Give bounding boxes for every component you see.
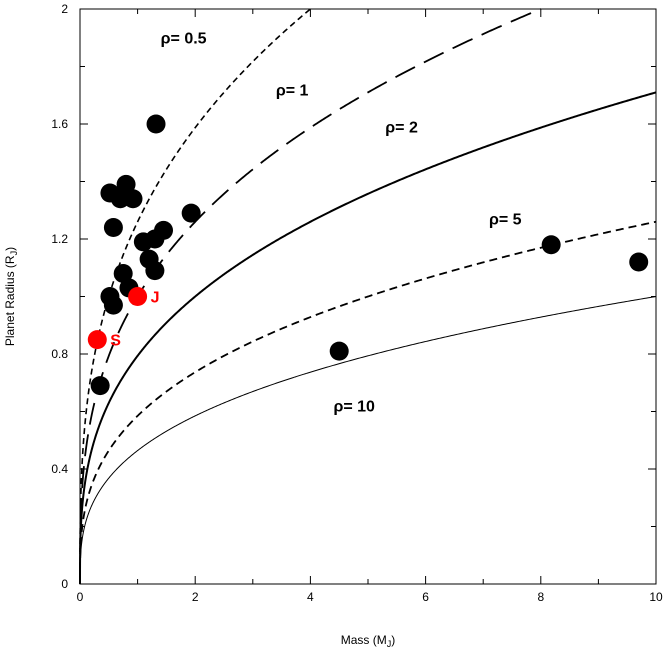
x-tick-label: 8 (537, 590, 544, 604)
exoplanet-point (145, 261, 165, 281)
exoplanet-point (629, 252, 649, 272)
exoplanet-point (103, 295, 123, 315)
curve-label: ρ= 5 (489, 212, 522, 229)
density-curve (79, 296, 657, 584)
density-curve (79, 91, 657, 584)
exoplanet-point (103, 218, 123, 237)
exoplanet-point (116, 174, 136, 194)
axes: 0 2 4 6 8 10 0 0.4 0.8 1.2 1.6 2 (51, 2, 663, 604)
y-tick-label: 1.2 (51, 232, 68, 246)
exoplanet-point (329, 341, 349, 361)
x-tick-label: 10 (649, 590, 663, 604)
solar-system-point (87, 330, 107, 350)
curve-labels: ρ= 0.5 ρ= 1 ρ= 2 ρ= 5 ρ= 10 (161, 31, 522, 416)
curve-label: ρ= 1 (276, 82, 309, 99)
density-curve (79, 220, 657, 584)
y-axis-title: Planet Radius (RJ) (3, 247, 19, 346)
curve-label: ρ= 10 (333, 399, 375, 416)
x-tick-label: 0 (77, 590, 84, 604)
exoplanet-point (181, 203, 201, 223)
y-tick-label: 0.4 (51, 462, 68, 476)
x-tick-label: 6 (422, 590, 429, 604)
point-label: S (110, 333, 121, 350)
y-tick-label: 1.6 (51, 117, 68, 131)
exoplanet-point (146, 114, 166, 134)
y-tick-label: 0.8 (51, 347, 68, 361)
density-curve (79, 8, 311, 584)
x-tick-label: 2 (192, 590, 199, 604)
exoplanet-point (90, 376, 110, 396)
x-tick-label: 4 (307, 590, 314, 604)
exoplanet-point (123, 189, 143, 209)
exoplanet-point (154, 220, 174, 240)
density-curves (79, 8, 657, 584)
y-tick-label: 0 (61, 577, 68, 591)
solar-system-point (128, 287, 148, 306)
point-label: J (151, 290, 160, 307)
exoplanet-point (113, 264, 133, 283)
data-points: SJ (87, 114, 649, 396)
exoplanet-point (541, 235, 561, 255)
density-curve (79, 8, 542, 584)
y-tick-label: 2 (61, 2, 68, 16)
curve-label: ρ= 2 (385, 120, 418, 137)
curve-label: ρ= 0.5 (161, 31, 207, 48)
x-axis-title: Mass (MJ) (341, 633, 396, 649)
